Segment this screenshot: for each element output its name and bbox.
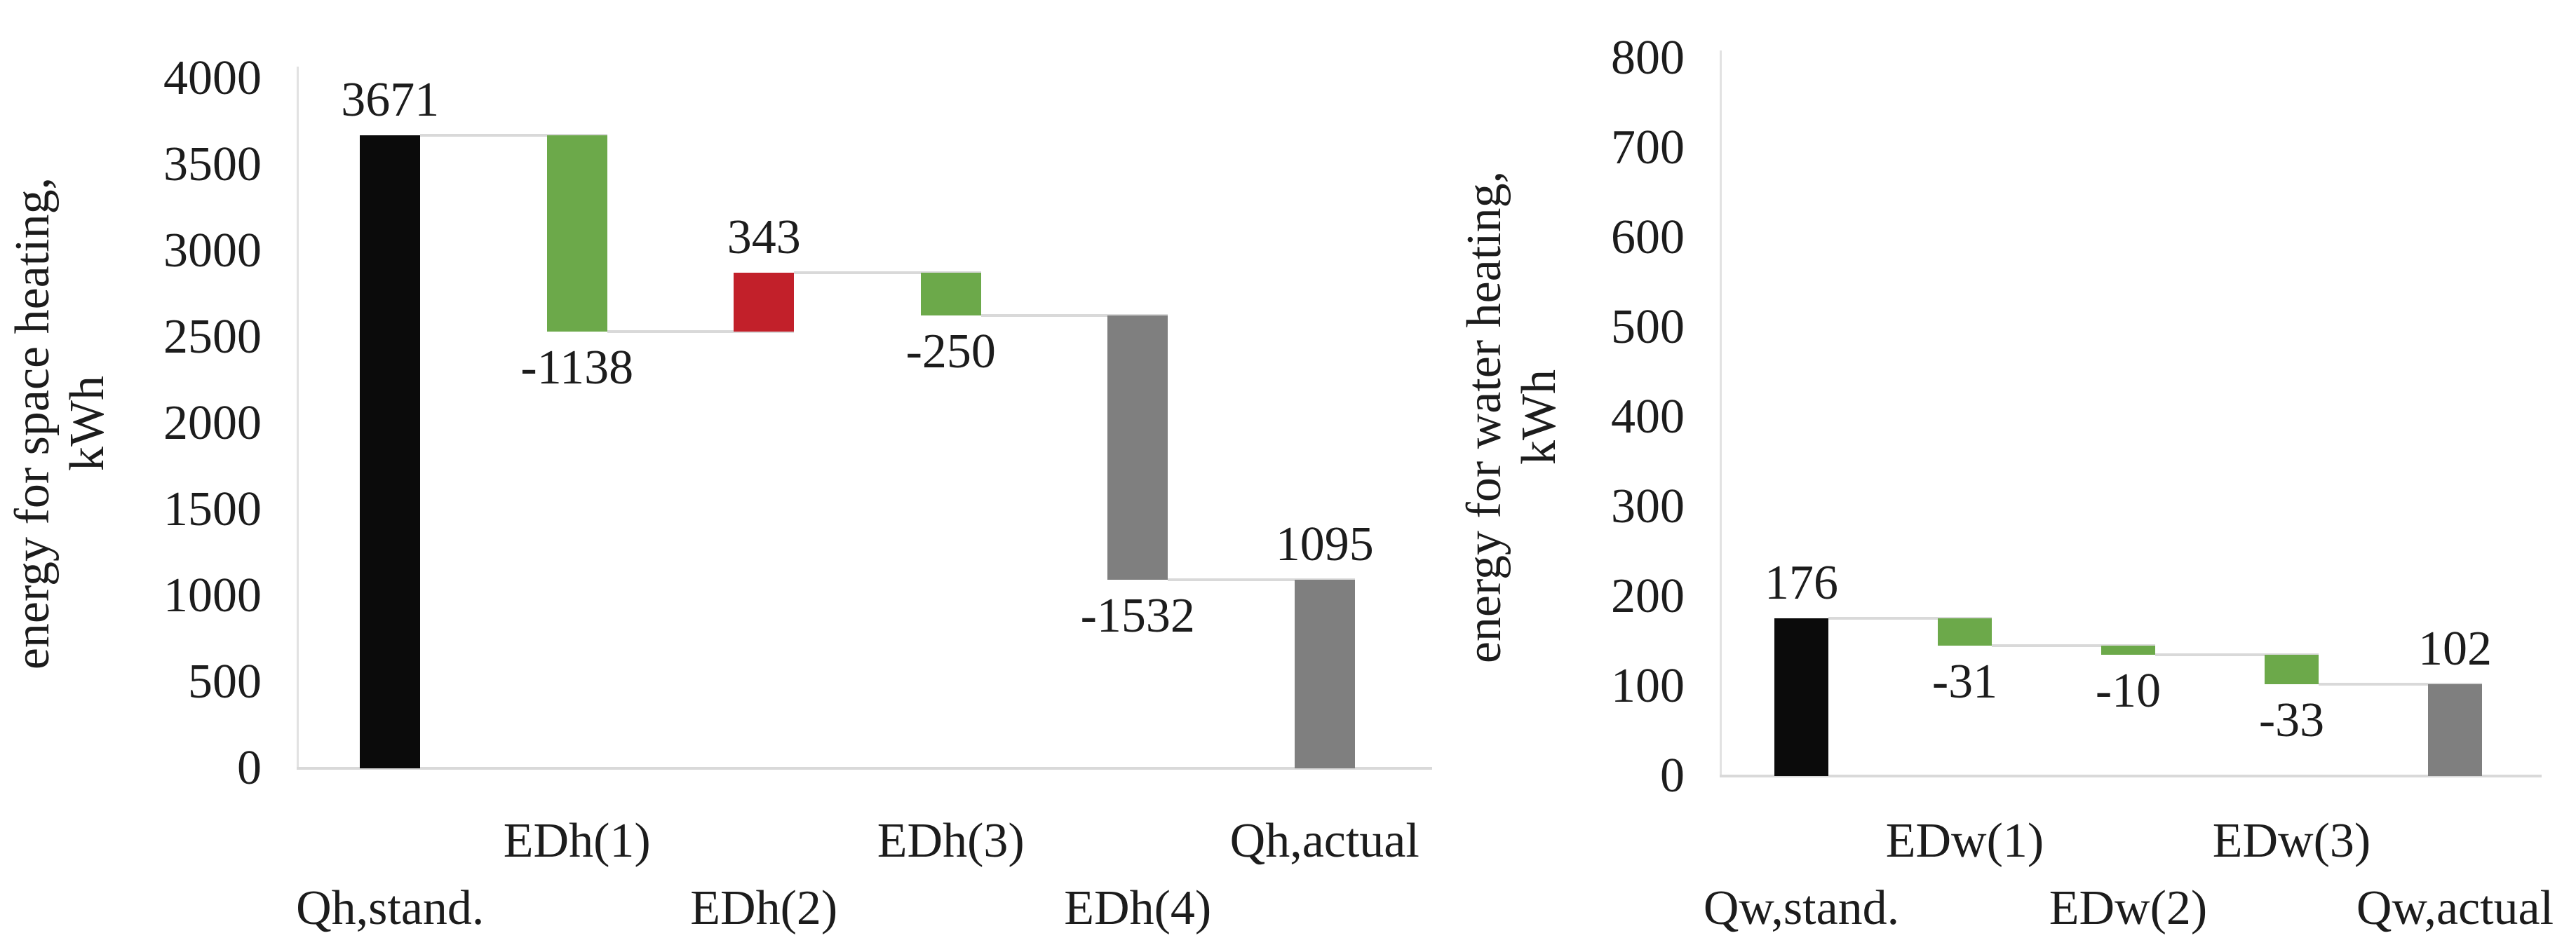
connector-line (1992, 644, 2155, 648)
connector-line (1168, 578, 1355, 581)
y-tick-label: 700 (1611, 121, 1685, 175)
category-label-edh-4: EDh(4) (1064, 881, 1212, 935)
value-label-edw-3: -33 (2258, 693, 2325, 748)
y-tick-label: 2500 (163, 310, 262, 364)
connector-line (2155, 653, 2319, 657)
bar-edw-1 (1938, 618, 1992, 646)
y-tick-label: 1500 (163, 482, 262, 536)
category-label-edh-2: EDh(2) (690, 881, 838, 935)
category-label-edh-1: EDh(1) (503, 814, 651, 868)
y-tick-label: 0 (1660, 749, 1685, 803)
category-label-qw-actual: Qw,actual (2356, 881, 2554, 935)
y-tick-label: 3500 (163, 137, 262, 191)
value-label-qh-stand: 3671 (341, 72, 440, 127)
bar-qw-stand (1774, 618, 1828, 776)
value-label-edh-1: -1138 (520, 340, 634, 395)
value-label-qw-actual: 102 (2418, 622, 2492, 676)
category-label-qh-stand: Qh,stand. (296, 881, 485, 935)
y-tick-label: 100 (1611, 659, 1685, 713)
bar-edw-2 (2101, 646, 2155, 655)
value-label-edh-4: -1532 (1080, 588, 1195, 643)
bar-qh-stand (360, 135, 421, 768)
category-label-qw-stand: Qw,stand. (1703, 881, 1900, 935)
connector-line (607, 329, 795, 333)
y-axis-line (1720, 50, 1722, 776)
y-tick-label: 200 (1611, 569, 1685, 623)
bar-edh-1 (546, 135, 607, 332)
bar-edw-3 (2265, 655, 2319, 685)
connector-line (794, 271, 981, 274)
y-tick-label: 1000 (163, 569, 262, 623)
value-label-qw-stand: 176 (1765, 555, 1838, 610)
bar-qh-actual (1294, 579, 1355, 768)
y-tick-label: 800 (1611, 31, 1685, 85)
y-tick-label: 500 (188, 655, 262, 709)
x-axis-line (1720, 775, 2542, 777)
y-tick-label: 0 (237, 741, 262, 795)
bar-edh-3 (920, 272, 981, 315)
bar-qw-actual (2428, 684, 2482, 776)
x-axis-line (297, 767, 1432, 770)
value-label-edh-2: 343 (727, 210, 801, 264)
value-label-qh-actual: 1095 (1275, 517, 1374, 571)
category-label-edw-2: EDw(2) (2049, 881, 2208, 935)
bar-edh-4 (1107, 315, 1168, 580)
y-axis-line (297, 67, 299, 768)
y-tick-label: 2000 (163, 396, 262, 450)
connector-line (420, 133, 607, 137)
connector-line (2319, 683, 2482, 686)
connector-line (1828, 616, 1992, 620)
connector-line (980, 314, 1168, 317)
category-label-qh-actual: Qh,actual (1229, 814, 1420, 868)
y-tick-label: 400 (1611, 390, 1685, 444)
category-label-edh-3: EDh(3) (877, 814, 1025, 868)
category-label-edw-1: EDw(1) (1885, 814, 2044, 868)
y-tick-label: 300 (1611, 480, 1685, 533)
value-label-edh-3: -250 (905, 325, 996, 379)
category-label-edw-3: EDw(3) (2212, 814, 2371, 868)
value-label-edw-1: -31 (1931, 655, 1998, 709)
value-label-edw-2: -10 (2095, 664, 2162, 719)
y-tick-label: 4000 (163, 51, 262, 105)
bar-edh-2 (734, 272, 795, 332)
y-tick-label: 500 (1611, 300, 1685, 354)
y-tick-label: 600 (1611, 210, 1685, 264)
y-tick-label: 3000 (163, 224, 262, 278)
